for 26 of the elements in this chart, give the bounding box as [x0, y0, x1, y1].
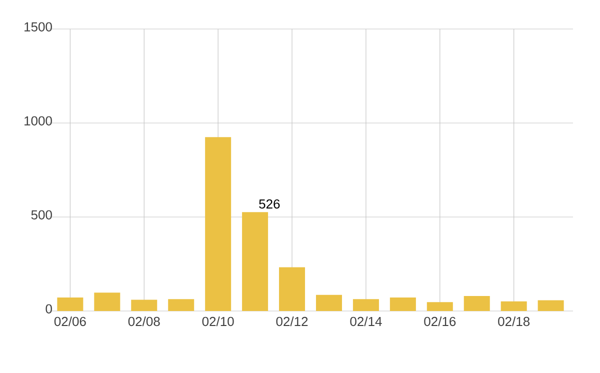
x-tick-label: 02/12	[276, 316, 308, 326]
bar	[57, 297, 84, 311]
bar	[205, 137, 232, 311]
x-tick-label: 02/08	[128, 316, 160, 326]
y-tick-label: 500	[31, 210, 52, 220]
x-tick-label: 02/14	[350, 316, 382, 326]
bar	[426, 302, 453, 311]
bar	[279, 267, 306, 311]
bar	[94, 292, 120, 311]
bar	[500, 301, 527, 311]
bar	[242, 212, 268, 311]
x-tick-label: 02/16	[424, 316, 456, 326]
bar	[316, 294, 342, 311]
data-label: 526	[259, 199, 280, 209]
bar	[390, 297, 416, 311]
x-tick-label: 02/10	[202, 316, 234, 326]
bar	[131, 300, 158, 311]
y-tick-label: 1500	[24, 22, 52, 32]
bar	[168, 299, 194, 311]
x-tick-label: 02/06	[54, 316, 86, 326]
y-tick-label: 0	[46, 304, 52, 314]
x-tick-label: 02/18	[498, 316, 530, 326]
y-tick-label: 1000	[24, 116, 52, 126]
bar	[538, 300, 564, 311]
bar	[464, 296, 490, 311]
bar	[352, 299, 379, 311]
